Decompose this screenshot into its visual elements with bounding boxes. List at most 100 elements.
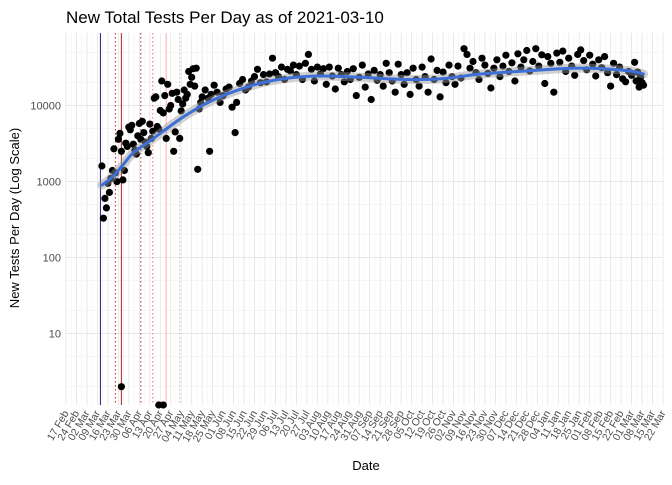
data-point <box>361 83 369 91</box>
chart-title: New Total Tests Per Day as of 2021-03-10 <box>66 8 384 27</box>
data-point <box>436 93 444 101</box>
data-point <box>334 64 342 72</box>
data-point <box>550 88 558 96</box>
data-point <box>529 57 537 66</box>
data-point <box>138 117 146 125</box>
data-point <box>225 83 233 91</box>
data-point <box>439 68 447 76</box>
data-point <box>231 129 239 137</box>
data-point <box>424 88 432 96</box>
data-point <box>177 107 185 115</box>
data-point <box>173 88 181 96</box>
data-point <box>149 127 157 135</box>
data-point <box>538 51 546 59</box>
data-point <box>451 80 459 88</box>
data-point <box>493 56 501 64</box>
data-point <box>613 71 621 79</box>
data-point <box>289 61 297 69</box>
data-point <box>622 78 630 86</box>
data-point <box>601 53 609 61</box>
data-point <box>454 62 462 70</box>
data-point <box>466 64 474 72</box>
data-point <box>379 82 387 90</box>
data-point <box>105 188 113 196</box>
data-point <box>310 77 318 85</box>
data-point <box>367 95 375 104</box>
data-point <box>370 66 378 74</box>
data-point <box>475 75 483 84</box>
grid-layer <box>65 33 664 405</box>
data-point <box>179 100 187 108</box>
y-tick-label: 10 <box>49 329 61 341</box>
data-point <box>162 134 170 142</box>
data-point <box>535 62 543 70</box>
data-point <box>382 59 390 67</box>
data-point <box>352 92 360 100</box>
data-point <box>628 71 636 79</box>
data-point <box>406 90 414 98</box>
data-point <box>152 93 160 101</box>
data-point <box>164 80 172 88</box>
data-point <box>101 194 109 202</box>
data-point <box>301 59 309 67</box>
data-point <box>565 54 573 62</box>
data-point <box>391 88 399 96</box>
data-point <box>508 59 516 67</box>
data-point <box>140 129 148 137</box>
data-point <box>523 46 531 55</box>
data-point <box>349 65 357 73</box>
data-point <box>319 65 327 73</box>
data-point <box>442 79 450 87</box>
data-point <box>286 67 294 75</box>
data-point <box>120 166 128 175</box>
data-point <box>250 73 259 81</box>
data-point <box>233 98 241 106</box>
data-point <box>376 71 384 79</box>
data-point <box>631 58 639 66</box>
data-point <box>610 59 618 67</box>
data-point <box>358 61 366 69</box>
data-point <box>253 65 262 73</box>
data-point <box>502 51 510 59</box>
data-point <box>364 70 372 78</box>
y-tick-label: 100 <box>43 253 61 265</box>
y-tick-label: 1000 <box>37 177 61 189</box>
vline-layer <box>99 33 181 405</box>
data-point <box>478 54 486 62</box>
data-point <box>167 101 175 110</box>
data-point <box>400 80 408 88</box>
data-point <box>403 69 411 77</box>
data-point <box>119 176 127 184</box>
data-point <box>637 73 645 81</box>
data-point <box>580 57 588 65</box>
data-point <box>469 57 477 66</box>
data-point <box>117 383 125 391</box>
data-point <box>520 56 528 64</box>
data-point <box>517 63 525 71</box>
data-point <box>556 58 564 66</box>
data-point <box>158 77 166 85</box>
smooth-trend-line <box>100 66 645 187</box>
data-point <box>541 79 549 88</box>
data-point <box>340 78 348 86</box>
data-point <box>259 71 268 79</box>
data-point <box>213 88 221 96</box>
data-point <box>445 61 453 69</box>
data-point <box>155 125 163 133</box>
data-point <box>265 70 274 78</box>
data-point <box>571 71 579 79</box>
data-point <box>595 56 603 64</box>
data-point <box>144 149 152 157</box>
data-point <box>592 72 600 80</box>
data-point <box>589 60 597 68</box>
data-point <box>228 103 236 111</box>
data-point <box>161 92 169 100</box>
data-point <box>418 63 426 71</box>
data-point <box>239 75 247 84</box>
points-layer <box>98 45 648 409</box>
data-point <box>159 109 167 117</box>
data-point <box>463 50 471 59</box>
y-tick-label: 10000 <box>30 101 61 113</box>
data-point <box>116 129 124 137</box>
